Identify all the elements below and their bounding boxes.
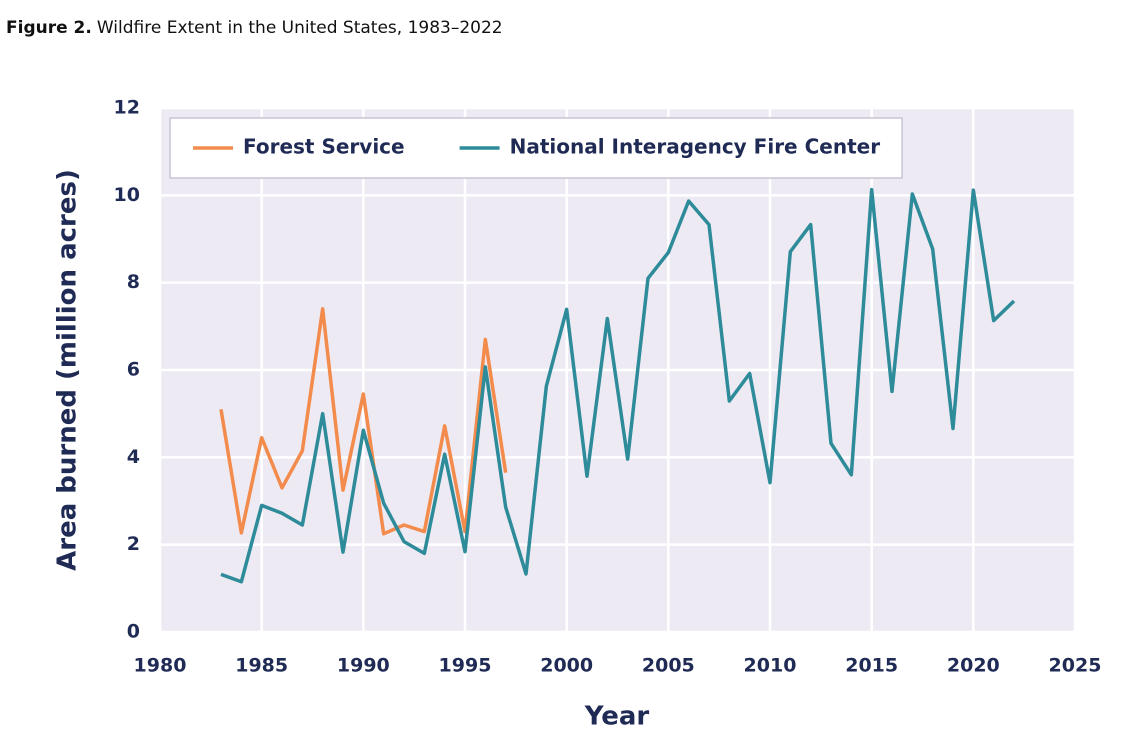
data-line [220,187,1016,584]
legend-label: National Interagency Fire Center [510,135,881,159]
y-tick-label: 0 [127,621,140,643]
y-tick-label: 2 [127,533,140,555]
y-tick-label: 12 [114,97,140,119]
figure-label: Figure 2. [6,18,92,38]
x-tick-label: 2025 [1049,655,1102,677]
legend-label: Forest Service [243,135,405,159]
x-axis-label: Year [584,702,650,732]
legend-box [169,117,903,179]
x-tick-label: 1990 [337,655,390,677]
x-tick-label: 2020 [947,655,1000,677]
y-tick-label: 4 [127,446,140,468]
y-tick-label: 8 [127,271,140,293]
y-axis-label: Area burned (million acres) [53,169,83,571]
x-tick-label: 1985 [235,655,288,677]
y-tick-label: 6 [127,359,140,381]
y-tick-label: 10 [114,184,140,206]
x-tick-label: 2015 [845,655,898,677]
x-tick-label: 2000 [540,655,593,677]
x-tick-label: 2010 [744,655,797,677]
data-line [219,307,508,536]
x-tick-label: 1995 [439,655,492,677]
x-tick-label: 1980 [134,655,187,677]
x-tick-label: 2005 [642,655,695,677]
chart-title: Wildfire Extent in the United States, 19… [97,18,503,38]
